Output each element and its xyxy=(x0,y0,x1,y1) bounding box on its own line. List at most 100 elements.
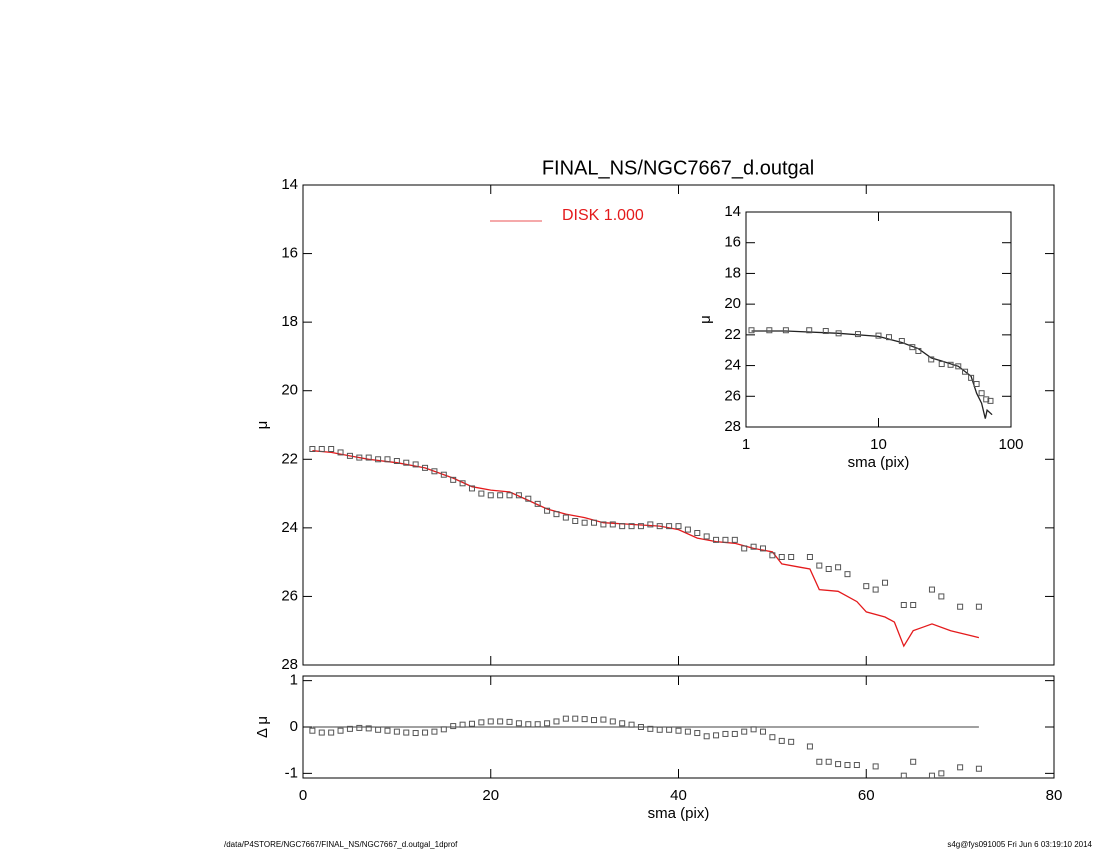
data-point xyxy=(365,725,372,732)
x-tick-label: 40 xyxy=(670,787,687,804)
data-point xyxy=(978,390,985,397)
data-point xyxy=(478,490,485,497)
y-axis-label: μ xyxy=(697,315,714,324)
y-tick-label: 16 xyxy=(281,245,298,262)
data-point xyxy=(844,762,851,769)
data-point xyxy=(431,728,438,735)
data-point xyxy=(910,758,917,765)
data-point xyxy=(782,327,789,334)
data-point xyxy=(403,729,410,736)
data-point xyxy=(581,519,588,526)
data-point xyxy=(553,718,560,725)
data-point xyxy=(759,728,766,735)
data-point xyxy=(975,603,982,610)
data-point xyxy=(962,368,969,375)
data-point xyxy=(666,726,673,733)
data-point xyxy=(534,721,541,728)
data-point xyxy=(750,543,757,550)
data-point xyxy=(328,446,335,452)
data-point xyxy=(647,521,654,528)
data-point xyxy=(628,523,635,530)
data-point xyxy=(637,523,644,530)
data-point xyxy=(898,338,905,344)
y-tick-label: 26 xyxy=(281,587,298,604)
data-point xyxy=(572,715,579,722)
data-point xyxy=(562,514,569,521)
x-tick-label: 60 xyxy=(858,787,875,804)
y-tick-label: 16 xyxy=(724,234,741,251)
footer-left: /data/P4STORE/NGC7667/FINAL_NS/NGC7667_d… xyxy=(224,840,458,849)
y-tick-label: 24 xyxy=(281,519,298,536)
data-point xyxy=(955,363,962,370)
data-point xyxy=(356,454,363,461)
y-tick-label: 28 xyxy=(281,656,298,673)
data-point xyxy=(450,723,457,730)
y-tick-label: 1 xyxy=(290,672,298,689)
data-point xyxy=(731,536,738,543)
data-point xyxy=(375,456,382,463)
data-point xyxy=(713,536,720,543)
legend-label: DISK 1.000 xyxy=(562,207,644,224)
data-point xyxy=(759,545,766,552)
data-point xyxy=(515,492,522,499)
data-point xyxy=(375,726,382,733)
data-point xyxy=(741,728,748,735)
data-point xyxy=(318,446,325,452)
data-point xyxy=(983,396,990,403)
data-point xyxy=(694,730,701,737)
y-tick-label: 20 xyxy=(724,295,741,312)
data-point xyxy=(938,361,945,368)
data-point xyxy=(748,327,755,334)
data-point xyxy=(666,523,673,530)
data-point xyxy=(497,718,504,725)
data-point xyxy=(987,397,994,404)
data-point xyxy=(872,763,879,770)
data-point xyxy=(544,720,551,727)
data-point xyxy=(825,758,832,765)
data-point xyxy=(384,727,391,734)
data-point xyxy=(882,579,889,586)
x-tick-label: 80 xyxy=(1046,787,1063,804)
data-point xyxy=(947,361,954,368)
data-point xyxy=(591,519,598,526)
data-point xyxy=(412,461,419,468)
data-point xyxy=(487,718,494,725)
data-point xyxy=(816,758,823,765)
data-point xyxy=(440,726,447,733)
data-point xyxy=(412,730,419,737)
data-point xyxy=(694,530,701,536)
data-point xyxy=(684,728,691,735)
y-axis-label: Δ μ xyxy=(254,716,271,738)
data-point xyxy=(835,564,842,571)
data-point xyxy=(863,583,870,590)
data-point xyxy=(656,726,663,733)
data-point xyxy=(872,586,879,593)
y-tick-label: 26 xyxy=(724,387,741,404)
data-point xyxy=(910,602,917,608)
data-point xyxy=(885,334,892,341)
data-point xyxy=(609,718,616,725)
data-point xyxy=(525,721,532,728)
data-point xyxy=(938,593,945,600)
data-point xyxy=(515,720,522,727)
data-point xyxy=(309,446,316,452)
data-point xyxy=(346,452,353,459)
data-point xyxy=(844,571,851,578)
data-point xyxy=(825,566,832,572)
y-tick-label: 22 xyxy=(281,450,298,467)
data-point xyxy=(393,728,400,735)
data-point xyxy=(778,554,785,560)
y-tick-label: 22 xyxy=(724,326,741,343)
data-point xyxy=(637,724,644,730)
y-tick-label: 14 xyxy=(281,176,298,193)
data-point xyxy=(346,725,353,732)
y-tick-label: 18 xyxy=(281,313,298,330)
y-axis-label: μ xyxy=(254,421,271,430)
data-point xyxy=(938,770,945,777)
data-point xyxy=(553,511,560,518)
x-tick-label: 0 xyxy=(299,787,307,804)
data-point xyxy=(487,492,494,499)
x-axis-label: sma (pix) xyxy=(648,805,710,822)
data-point xyxy=(591,717,598,724)
